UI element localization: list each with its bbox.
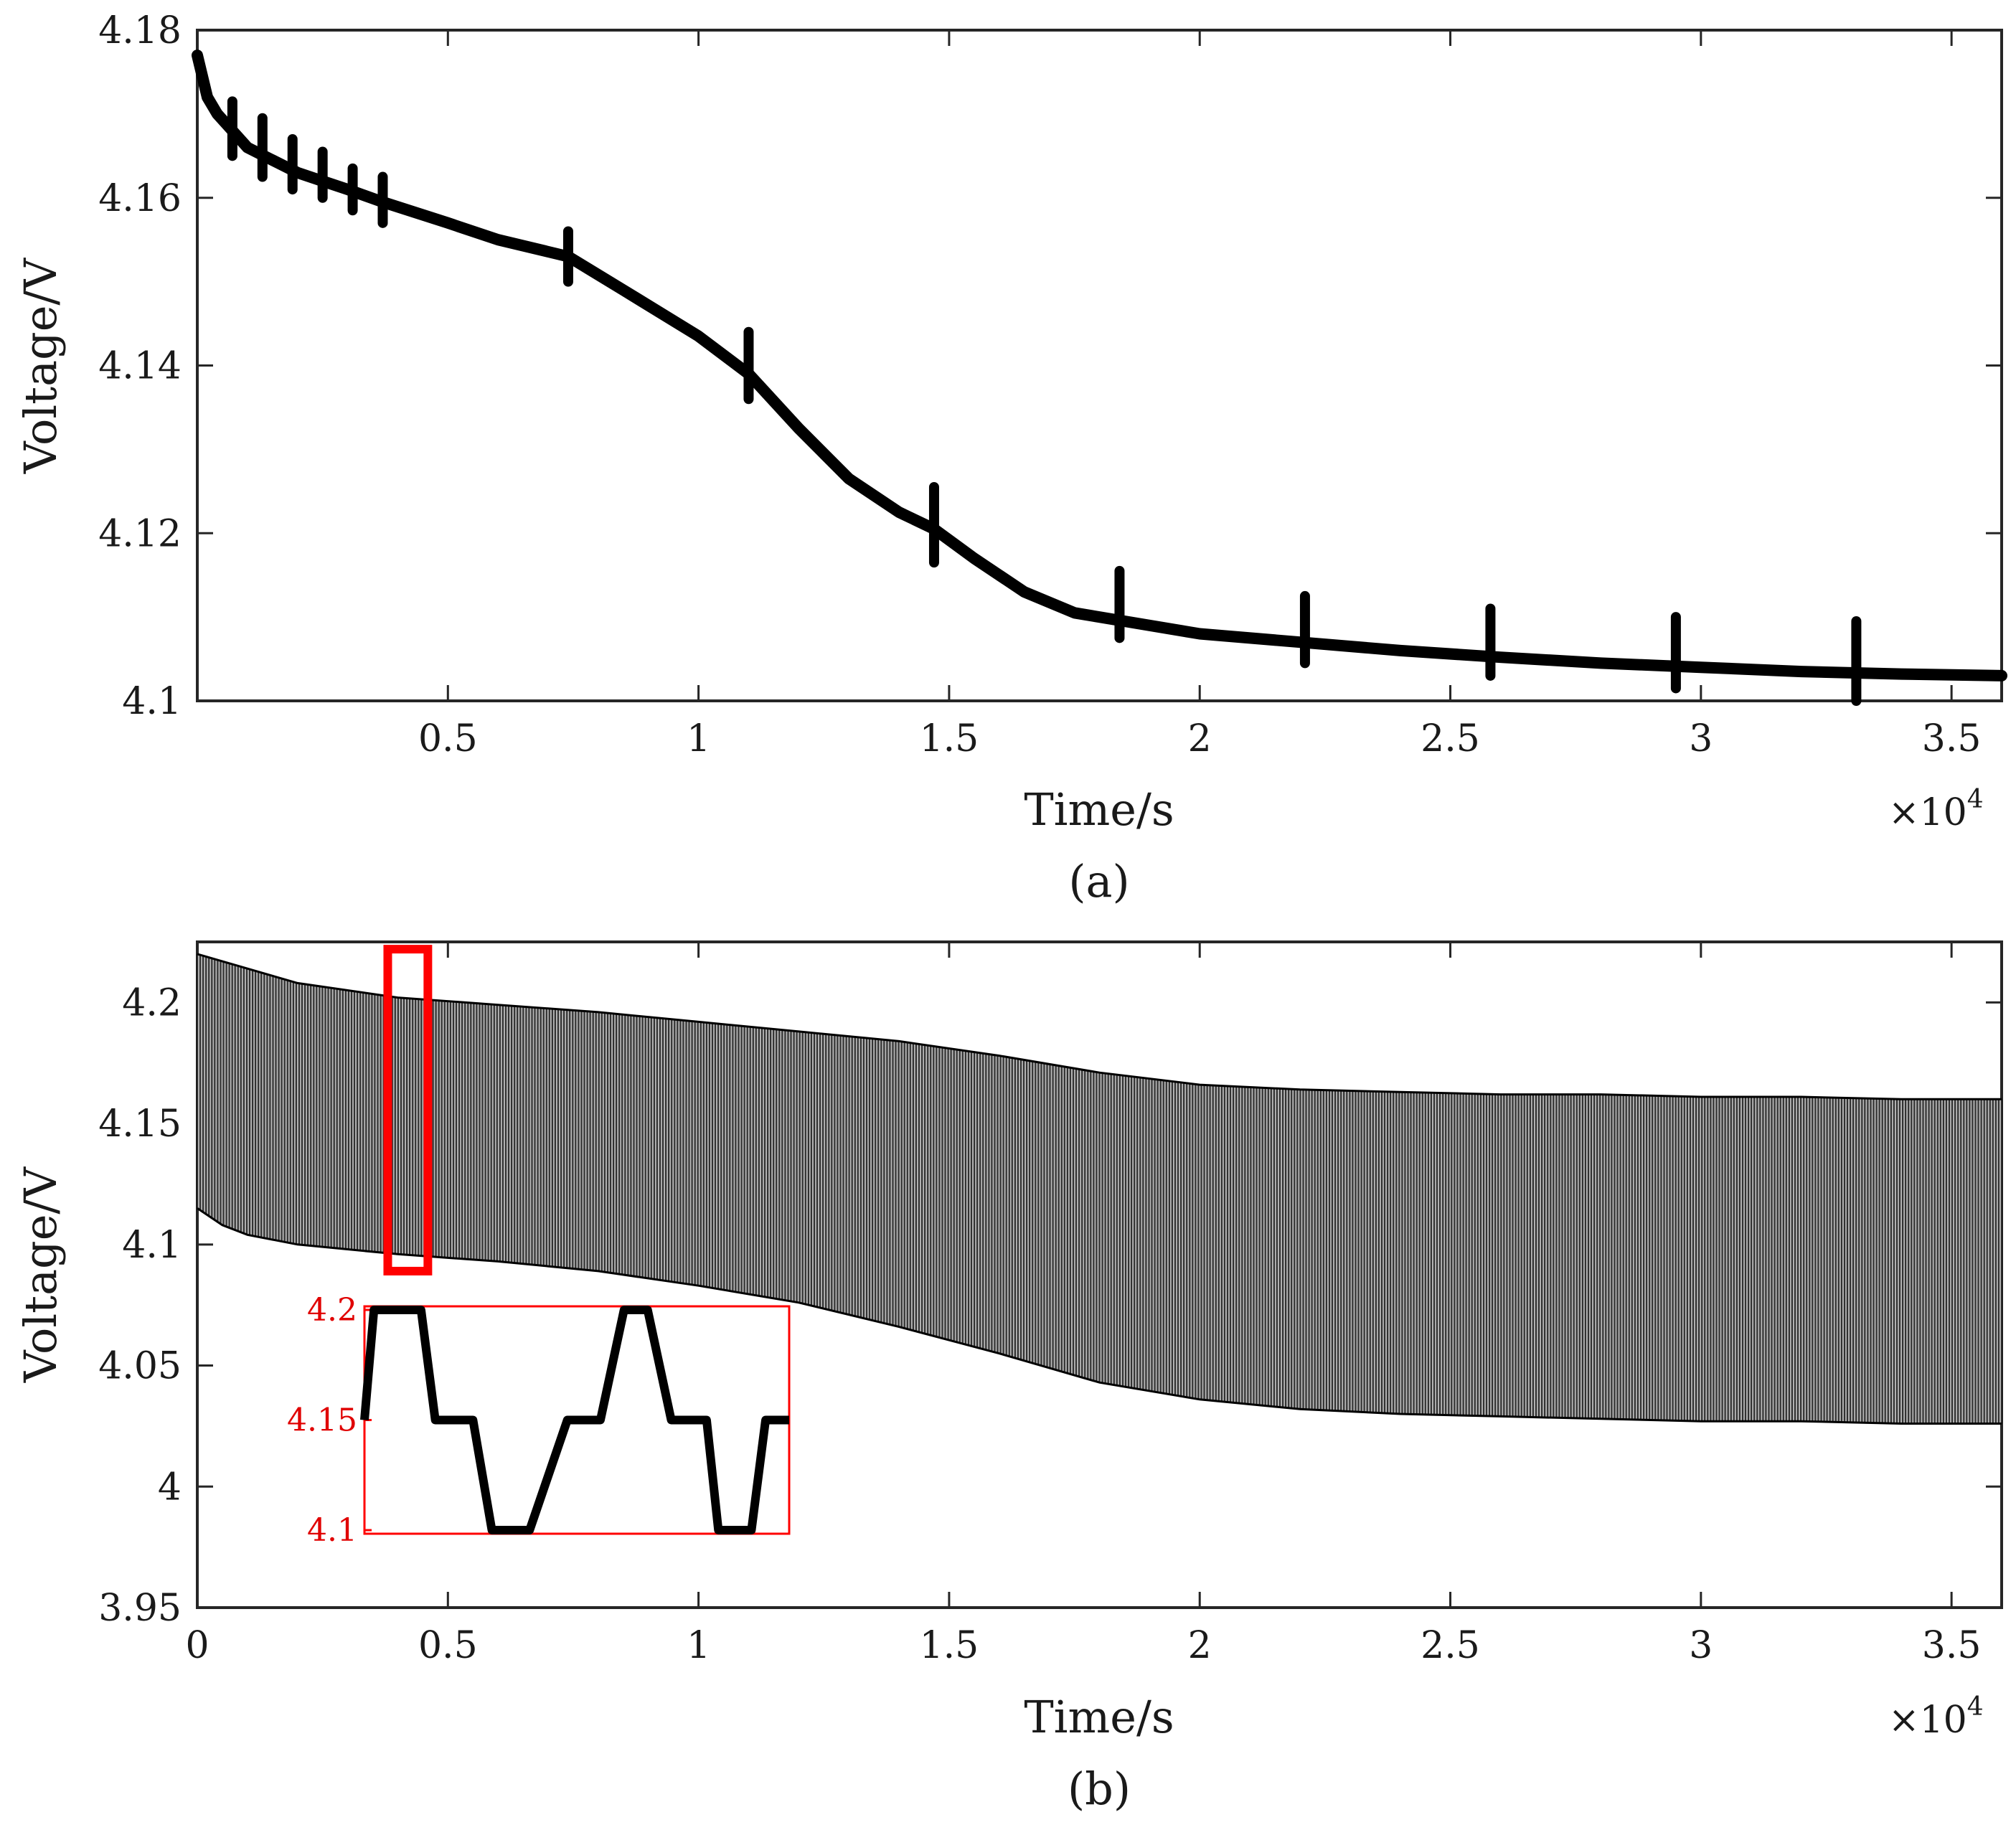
zoom-highlight-box: [383, 945, 433, 1275]
x-tick-label: 0: [185, 1624, 209, 1667]
upper-envelope: [197, 953, 2002, 1100]
x-tick-label: 0.5: [418, 717, 478, 760]
x-tick-label: 2.5: [1421, 717, 1480, 760]
x-tick-label: 2: [1188, 717, 1212, 760]
y-tick-label: 4.14: [98, 345, 182, 388]
x-axis-title-b: Time/s: [1024, 1691, 1174, 1743]
y-axis-title-b: Voltage/V: [14, 1166, 67, 1383]
ticks-b: 0 0.5 1 1.5 2 2.5 3 3.5 3.95 4 4.05 4.1 4.15 4.2: [98, 942, 2002, 1667]
x-tick-label: 2: [1188, 1624, 1212, 1667]
axes-box-a: [196, 29, 2003, 702]
y-tick-label: 4.05: [98, 1345, 182, 1388]
y-tick-label: 4.15: [98, 1103, 182, 1146]
x-tick-label: 1: [687, 1624, 710, 1667]
chart-panel-a: 0.5 1 1.5 2 2.5 3 3.5 4.1 4.12 4.14 4.16 4.18 Time/…: [14, 9, 2007, 907]
ticks-a: 0.5 1 1.5 2 2.5 3 3.5 4.1 4.12 4.14 4.16 4.18: [98, 9, 2002, 760]
x-tick-label: 3.5: [1922, 717, 1982, 760]
oscillation-signal: [196, 953, 2003, 1424]
x-tick-label: 1.5: [920, 1624, 979, 1667]
caption-b: (b): [1068, 1763, 1131, 1815]
lower-envelope: [197, 1207, 2002, 1425]
y-axis-title-a: Voltage/V: [14, 258, 67, 474]
x-tick-label: 3: [1689, 1624, 1713, 1667]
voltage-line: [192, 49, 2007, 681]
x-multiplier-b: ×104: [1888, 1692, 1984, 1742]
x-tick-label: 1.5: [920, 717, 979, 760]
y-tick-label: 4.18: [98, 9, 182, 52]
x-tick-label: 0.5: [418, 1624, 478, 1667]
y-tick-label: 4.12: [98, 512, 182, 555]
y-tick-label: 4.1: [122, 1224, 182, 1267]
y-tick-label: 4.1: [122, 680, 182, 723]
inset-y-tick-label: 4.1: [307, 1512, 357, 1549]
y-tick-label: 4.16: [98, 177, 182, 220]
inset-square-wave: [360, 1306, 789, 1534]
plot-area-b: [196, 945, 2003, 1425]
plot-area-a: [192, 49, 2007, 706]
x-tick-label: 3.5: [1922, 1624, 1982, 1667]
x-axis-title-a: Time/s: [1024, 783, 1174, 836]
y-tick-label: 3.95: [98, 1587, 182, 1630]
x-tick-label: 3: [1689, 717, 1713, 760]
inset-y-tick-label: 4.2: [307, 1292, 357, 1329]
x-multiplier-a: ×104: [1888, 785, 1984, 834]
x-tick-label: 2.5: [1421, 1624, 1480, 1667]
inset-y-tick-label: 4.15: [287, 1402, 357, 1439]
y-tick-label: 4: [158, 1466, 182, 1509]
inset-zoom: 4.1 4.15 4.2: [287, 1292, 791, 1549]
x-tick-label: 1: [687, 717, 710, 760]
caption-a: (a): [1068, 855, 1129, 907]
y-tick-label: 4.2: [122, 981, 182, 1024]
